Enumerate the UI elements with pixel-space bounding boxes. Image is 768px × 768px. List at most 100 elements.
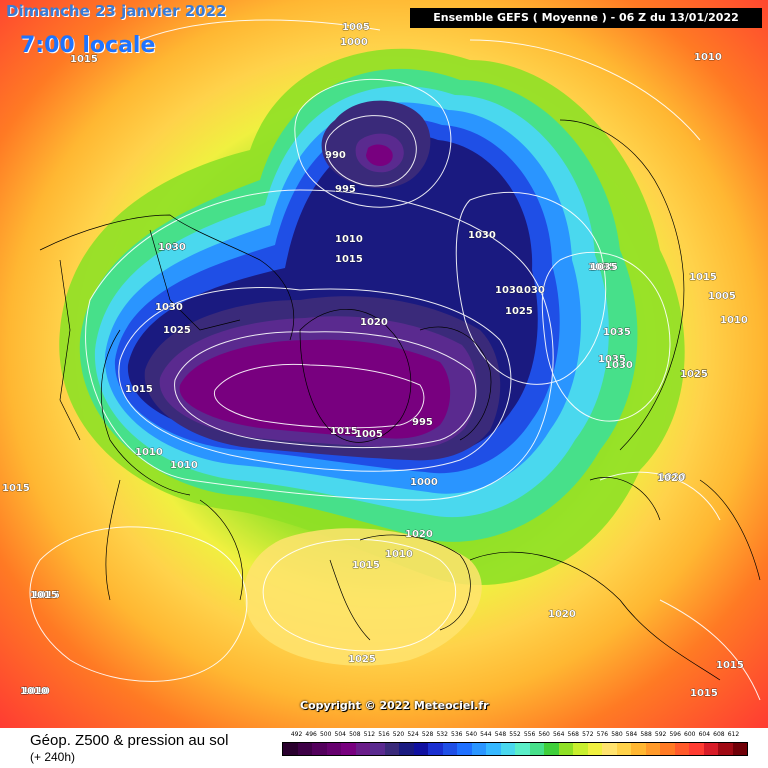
isobar-label: 1020 (658, 472, 686, 483)
color-scale-swatch (297, 743, 312, 755)
isobar-label: 1015 (689, 272, 717, 283)
isobar-label: 1025 (680, 369, 708, 380)
isobar-label: 1030 (155, 302, 183, 313)
isobar-label: 1015 (32, 590, 60, 601)
isobar-label: 1035 (603, 327, 631, 338)
color-scale-tick: 604 (698, 731, 711, 738)
isobar-label: 1005 (342, 22, 370, 33)
color-scale-tick: 584 (625, 731, 638, 738)
isobar-label: 1005 (708, 291, 736, 302)
color-scale-swatch (616, 743, 631, 755)
color-scale-tick: 600 (684, 731, 696, 738)
color-scale-tick: 508 (349, 731, 361, 738)
color-scale-tick: 564 (552, 731, 565, 738)
color-scale-tick: 504 (334, 731, 346, 738)
isobar-label: 1010 (135, 447, 163, 458)
isobar-label: 995 (335, 184, 356, 195)
color-scale-tick: 588 (640, 731, 652, 738)
color-scale-tick: 572 (582, 731, 594, 738)
color-scale-tick: 556 (523, 731, 536, 738)
color-scale-swatch (689, 743, 704, 755)
isobar-label: 1030 (158, 242, 186, 253)
color-scale-swatch (370, 743, 385, 755)
valid-date: Dimanche 23 janvier 2022 (6, 2, 227, 20)
isobar-label: 1010 (20, 686, 48, 697)
color-scale-swatch (645, 743, 660, 755)
isobar-label: 1035 (588, 262, 616, 273)
color-scale-swatch (355, 743, 370, 755)
color-scale-tick: 516 (378, 731, 390, 738)
color-scale-swatch (457, 743, 472, 755)
color-scale-swatch (732, 743, 747, 755)
isobar-label: 1015 (330, 426, 358, 437)
isobar-label: 1035 (590, 262, 618, 273)
isobar-label: 1030 (495, 285, 523, 296)
lead-time-label: (+ 240h) (30, 750, 76, 764)
color-scale-swatch (341, 743, 356, 755)
isobar-label: 1015 (2, 483, 30, 494)
isobars (29, 19, 761, 701)
isobar-label: 1015 (716, 660, 744, 671)
color-scale-swatch (602, 743, 617, 755)
isobar-label: 995 (412, 417, 433, 428)
color-scale-tick: 536 (451, 731, 463, 738)
isobar-label: 1030 (605, 360, 633, 371)
color-scale-swatch (544, 743, 559, 755)
isobar-label: 1030 (158, 242, 186, 253)
color-scale-tick: 596 (669, 731, 681, 738)
color-scale-tick: 548 (494, 731, 507, 738)
isobar-label: 1030 (517, 285, 545, 296)
color-scale-tick: 580 (611, 731, 623, 738)
color-scale-swatch (660, 743, 675, 755)
copyright-notice: Copyright © 2022 Meteociel.fr (300, 699, 489, 712)
color-scale-tick: 496 (305, 731, 317, 738)
color-scale-swatch (674, 743, 689, 755)
color-scale-swatch (486, 743, 501, 755)
color-scale-tick: 512 (363, 731, 376, 738)
color-scale-swatch (500, 743, 515, 755)
color-scale-swatch (471, 743, 486, 755)
color-scale-swatch (558, 743, 573, 755)
isobar-label: 1015 (125, 384, 153, 395)
color-scale-swatch (573, 743, 588, 755)
color-scale-tick: 540 (465, 731, 478, 738)
color-scale-swatch (703, 743, 718, 755)
isobar-label: 1025 (505, 306, 533, 317)
color-scale-tick: 492 (290, 731, 303, 738)
color-scale-swatch (442, 743, 457, 755)
color-scale-swatch (718, 743, 733, 755)
color-scale-swatch (399, 743, 414, 755)
isobar-label: 1035 (598, 354, 626, 365)
isobar-label: 1000 (340, 37, 368, 48)
parameter-label: Géop. Z500 & pression au sol (30, 732, 229, 749)
isobar-label: 1020 (548, 609, 576, 620)
isobar-label: 1000 (410, 477, 438, 488)
color-scale-tick: 528 (421, 731, 434, 738)
isobar-label: 1020 (360, 317, 388, 328)
isobar-label: 1015 (30, 590, 58, 601)
color-scale-ticks: 492 496 500 504 508 512 516 520 524 528 532 536 540 5… (282, 731, 748, 743)
color-scale-tick: 552 (509, 731, 521, 738)
isobar-label: 1015 (335, 254, 363, 265)
color-scale-swatch (312, 743, 327, 755)
color-scale-tick: 520 (392, 731, 405, 738)
color-scale-tick: 524 (407, 731, 419, 738)
isobar-label: 1005 (355, 429, 383, 440)
color-scale-swatch (283, 743, 298, 755)
isobar-label: 1010 (335, 234, 363, 245)
isobar-label: 1025 (680, 369, 708, 380)
isobar-label: 1015 (70, 54, 98, 65)
color-scale-tick: 568 (567, 731, 579, 738)
color-scale-swatch (515, 743, 530, 755)
footer-bar: Géop. Z500 & pression au sol (+ 240h) 49… (0, 728, 768, 768)
isobar-label: 1010 (694, 52, 722, 63)
color-scale-swatch (428, 743, 443, 755)
isobar-label: 1030 (468, 230, 496, 241)
color-scale-swatch (529, 743, 544, 755)
model-run-info: Ensemble GEFS ( Moyenne ) - 06 Z du 13/0… (410, 8, 762, 28)
color-scale-swatch (587, 743, 602, 755)
isobar-label: 1015 (352, 560, 380, 571)
color-scale-tick: 576 (596, 731, 609, 738)
